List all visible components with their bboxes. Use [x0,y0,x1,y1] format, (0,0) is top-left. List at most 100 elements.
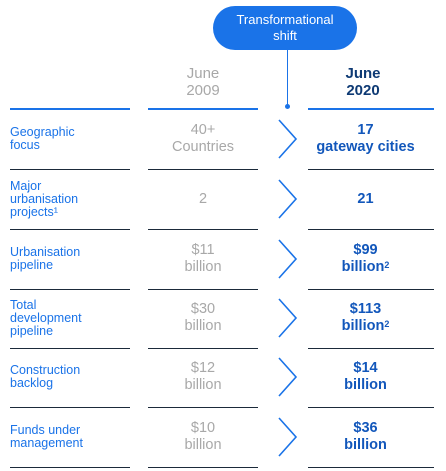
row-label-line: Construction [10,363,81,377]
row-label-line: management [10,436,83,450]
value-2020-line: 17 [298,122,433,139]
value-2020: $113 billion2 [298,301,433,335]
value-2009-line: $11 [191,242,215,258]
row-divider [10,229,130,230]
value-2020-line: $36 [298,420,433,437]
value-2020-text: billion [344,377,387,393]
value-2009-line: billion [184,437,222,453]
row-label-line: projects¹ [10,204,58,219]
header-june-2009: June 2009 [148,65,258,99]
value-2009: $11 billion [148,242,258,276]
row-divider [148,348,258,349]
value-2020-line: billion [298,377,433,394]
row-label-line: development [10,310,82,325]
value-2020-line: $113 [298,301,433,318]
header-rule-label [10,108,130,110]
row-label-line: Funds under [10,423,81,437]
row-divider [10,169,130,170]
row-divider [10,289,130,290]
value-2009-line: billion [184,377,222,393]
row-divider [10,407,130,408]
value-2009: $30 billion [148,301,258,335]
row-label: Geographic focus [10,126,130,152]
value-2020-text: gateway cities [316,139,415,155]
value-2020-text: billion [341,318,385,334]
value-2009: 2 [148,191,258,208]
value-2009-line: $12 [190,360,216,376]
header-old-month: June [186,65,220,82]
value-2020-line: billion2 [298,259,433,276]
row-divider [308,169,434,170]
header-rule-old [148,108,258,110]
badge-line-1: Transformational [236,12,334,27]
value-2020-line: $14 [298,360,433,377]
value-2020-line: billion2 [298,318,433,335]
row-label-line: Total [10,297,37,312]
chevron-right-icon [278,417,298,457]
row-label: Total development pipeline [10,297,130,338]
value-2020-text: $99 [353,242,378,258]
header-new-year: 2020 [346,82,380,99]
badge-connector [287,50,288,107]
value-2020-text: 21 [357,190,374,207]
footnote-marker: 2 [384,260,390,270]
row-label-line: pipeline [10,258,54,272]
row-label-line: focus [10,138,40,152]
value-2020-text: $113 [349,301,382,317]
connector-dot [285,104,290,109]
value-2020-line: billion [298,437,433,454]
chevron-right-icon [278,179,298,219]
row-label-line: Geographic [10,125,75,139]
value-2020-text: billion [344,437,387,453]
row-label-line: Urbanisation [10,245,81,259]
row-divider [308,229,434,230]
row-divider [308,348,434,349]
value-2020-line: $99 [298,242,433,259]
row-label-line: urbanisation [10,191,79,206]
row-divider [148,467,258,468]
value-2020-text: $14 [353,360,378,376]
value-2009: $12 billion [148,360,258,394]
transformational-shift-badge: Transformational shift [213,6,357,50]
value-2020-text: $36 [353,420,378,436]
row-label-line: Major [10,178,42,193]
header-new-month: June [345,65,381,82]
value-2020: 17 gateway cities [298,122,433,156]
value-2020-line: gateway cities [298,139,433,156]
row-divider [148,169,258,170]
row-label: Urbanisation pipeline [10,246,130,272]
chevron-right-icon [278,119,298,159]
value-2020: 21 [298,191,433,208]
value-2020: $99 billion2 [298,242,433,276]
row-label: Funds under management [10,424,130,450]
row-divider [148,407,258,408]
header-june-2020: June 2020 [308,65,418,99]
row-label: Construction backlog [10,364,130,390]
row-divider [148,289,258,290]
value-2020-text: 17 [357,122,374,138]
value-2020: $36 billion [298,420,433,454]
value-2009-line: Countries [171,139,235,155]
value-2009-line: 2 [198,190,208,207]
value-2009-line: $30 [190,301,216,317]
footnote-marker: 2 [384,319,390,329]
header-rule-new [308,108,434,110]
value-2020: $14 billion [298,360,433,394]
value-2009-line: billion [184,259,222,275]
row-label-line: pipeline [10,323,54,338]
chevron-right-icon [278,298,298,338]
row-divider [308,407,434,408]
value-2009-line: billion [184,318,222,334]
row-label-line: backlog [10,376,54,390]
chevron-right-icon [278,357,298,397]
row-divider [308,289,434,290]
row-divider [10,348,130,349]
value-2020-line: 21 [298,191,433,208]
row-label: Major urbanisation projects¹ [10,178,130,219]
row-divider [10,467,130,468]
value-2009: $10 billion [148,420,258,454]
chevron-right-icon [278,239,298,279]
row-divider [308,467,434,468]
value-2009-line: $10 [190,420,216,436]
header-old-year: 2009 [186,82,220,99]
